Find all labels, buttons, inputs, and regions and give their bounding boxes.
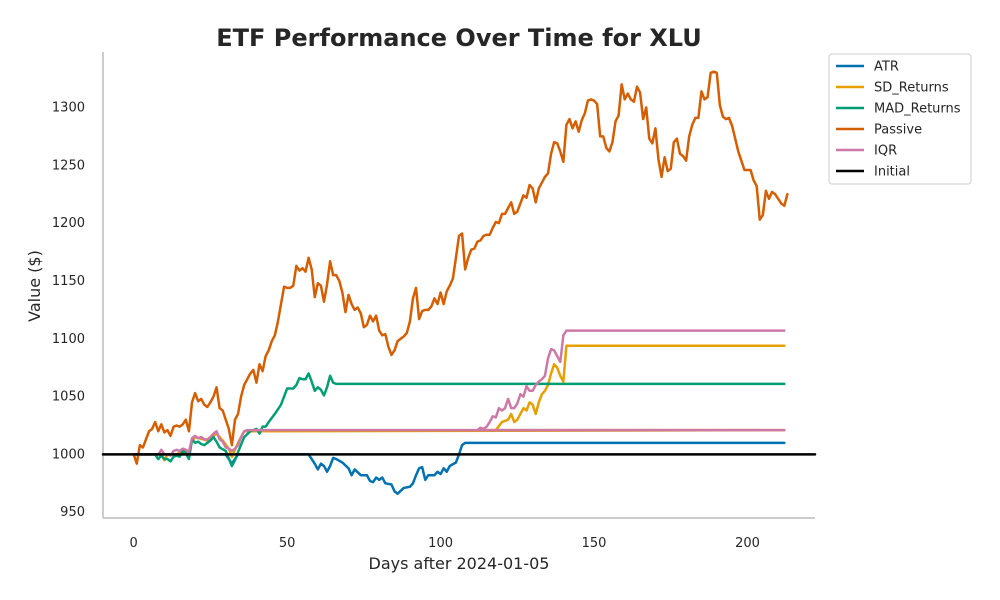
x-axis-label: Days after 2024-01-05: [369, 554, 550, 573]
x-tick-label: 50: [279, 536, 296, 551]
plot-lines: [101, 70, 817, 495]
legend-label: SD_Returns: [874, 81, 949, 96]
legend-label: Passive: [874, 123, 922, 138]
y-tick-label: 1250: [52, 158, 85, 173]
legend-label: MAD_Returns: [874, 102, 961, 117]
y-tick-label: 950: [60, 505, 85, 520]
series-line-atr: [132, 441, 786, 495]
series-line-iqr: [132, 329, 786, 457]
x-tick-label: 100: [428, 536, 453, 551]
legend: ATR SD_Returns MAD_Returns Passive IQR Initia…: [828, 53, 972, 185]
chart-title: ETF Performance Over Time for XLU: [216, 24, 701, 52]
y-tick-label: 1200: [52, 216, 85, 231]
x-tick-label: 150: [582, 536, 607, 551]
x-tick-label: 0: [130, 536, 138, 551]
y-tick-label: 1100: [52, 332, 85, 347]
x-tick-label: 200: [735, 536, 760, 551]
y-tick-label: 1000: [52, 447, 85, 462]
y-tick-label: 1150: [52, 274, 85, 289]
axes: 0 50 100 150 200 950 1000 1050 1100 1150 1200 1250 1…: [52, 52, 815, 551]
legend-label: ATR: [874, 60, 899, 75]
y-tick-label: 1300: [52, 101, 85, 116]
legend-label: IQR: [874, 144, 897, 159]
y-axis-label: Value ($): [25, 250, 44, 322]
series-line-mad-returns: [132, 372, 786, 468]
legend-box: [828, 53, 972, 185]
series-line-passive: [132, 70, 789, 465]
legend-label: Initial: [874, 165, 910, 180]
y-tick-label: 1050: [52, 390, 85, 405]
